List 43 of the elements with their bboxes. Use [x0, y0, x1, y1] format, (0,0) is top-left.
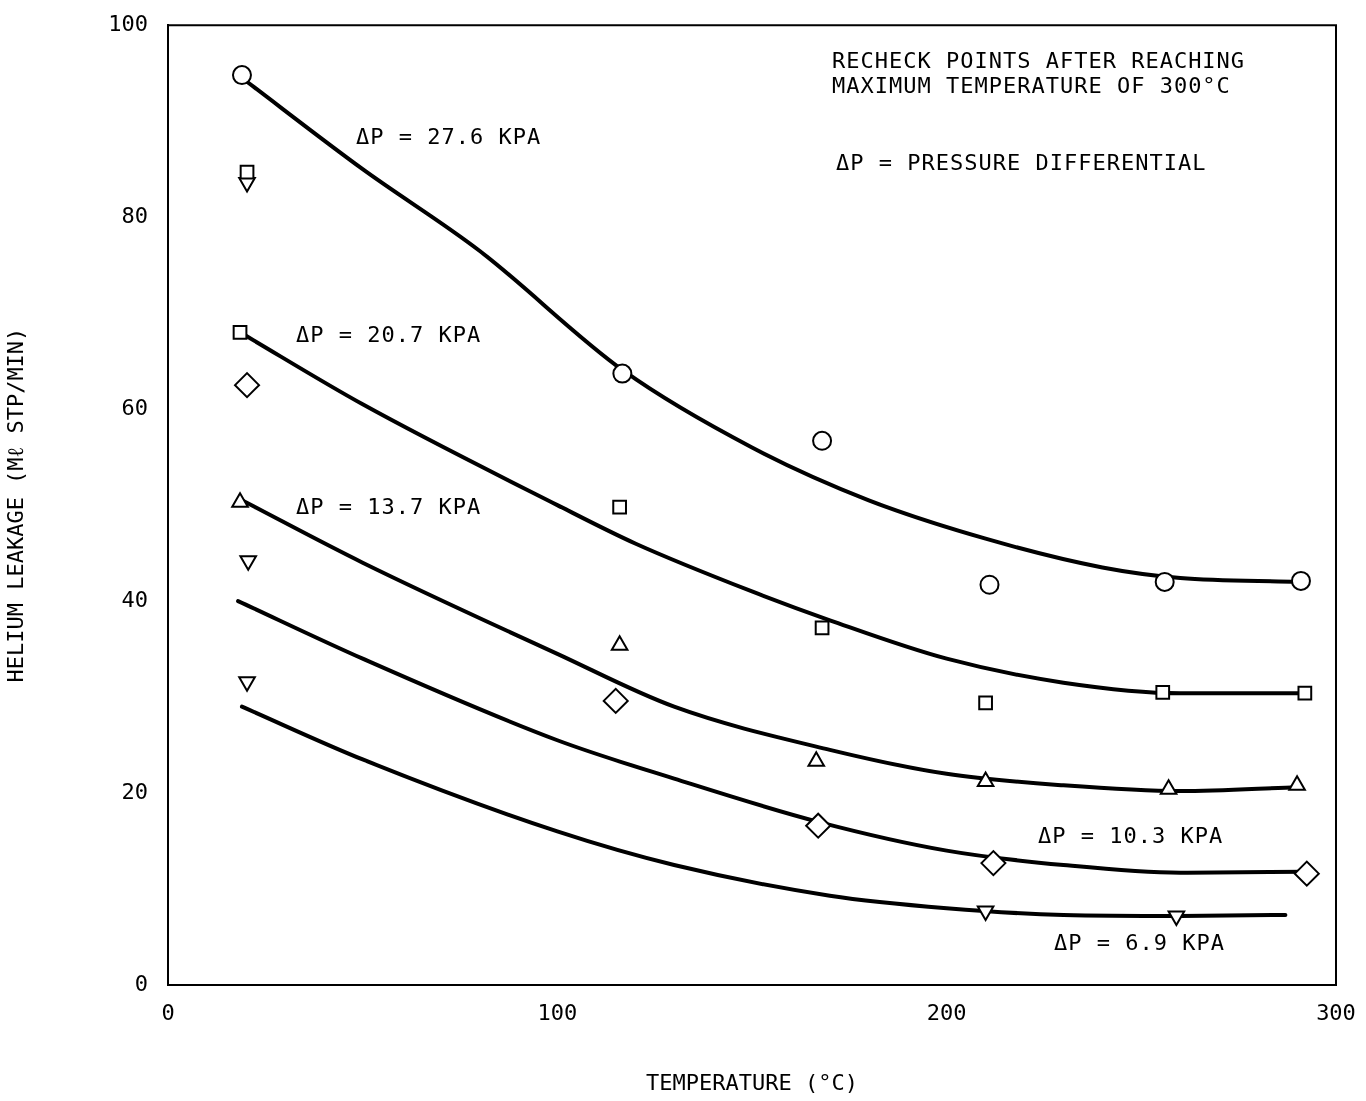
point — [976, 771, 995, 788]
point — [1288, 775, 1306, 791]
x-tick-label: 0 — [161, 999, 175, 1025]
y-axis-title: HELIUM LEAKAGE (Mℓ STP/MIN) — [2, 327, 28, 683]
x-tick-label: 300 — [1316, 999, 1356, 1025]
annotation: ΔP = PRESSURE DIFFERENTIAL — [836, 150, 1208, 175]
point — [814, 620, 830, 636]
point — [805, 812, 832, 839]
point — [1297, 685, 1313, 701]
point — [232, 324, 248, 340]
x-tick-label: 200 — [926, 999, 967, 1025]
annotation: ΔP = 27.6 KPA — [356, 124, 543, 149]
point — [231, 492, 249, 508]
point — [1159, 779, 1178, 795]
annotation: ΔP = 10.3 KPA — [1038, 823, 1225, 848]
x-tick-label: 100 — [537, 999, 578, 1025]
point — [1155, 684, 1171, 700]
y-tick-label: 80 — [121, 202, 148, 228]
point — [807, 751, 826, 767]
point — [231, 65, 252, 86]
y-tick-label: 60 — [121, 394, 148, 420]
point — [978, 695, 993, 711]
point — [812, 430, 833, 451]
point — [239, 164, 255, 180]
point — [1154, 571, 1175, 592]
point — [612, 499, 627, 515]
x-axis-title: TEMPERATURE (°C) — [646, 1069, 858, 1095]
y-tick-label: 0 — [134, 970, 148, 996]
point — [980, 850, 1007, 877]
point — [602, 687, 629, 714]
y-tick-label: 40 — [121, 586, 148, 612]
annotation: RECHECK POINTS AFTER REACHING MAXIMUM TEMPERATURE OF 300°C — [832, 48, 1247, 98]
y-tick-label: 100 — [108, 10, 148, 36]
point — [234, 372, 261, 399]
y-tick-label: 20 — [121, 778, 148, 804]
annotation: ΔP = 20.7 KPA — [296, 322, 483, 347]
point — [979, 574, 1000, 595]
point — [1293, 860, 1320, 887]
point — [612, 363, 633, 384]
annotation: ΔP = 13.7 KPA — [296, 494, 483, 519]
point — [610, 635, 629, 651]
annotation: ΔP = 6.9 KPA — [1054, 930, 1226, 955]
point — [1290, 570, 1311, 591]
